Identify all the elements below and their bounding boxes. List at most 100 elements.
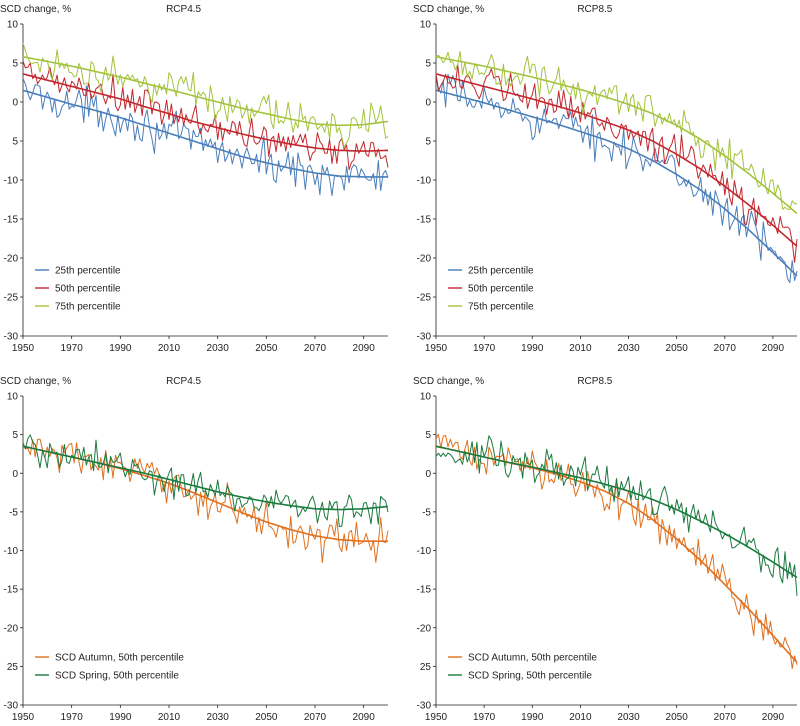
series-trend-line	[22, 445, 389, 511]
series-trend-line	[22, 89, 388, 178]
chart-title: RCP8.5	[577, 4, 612, 15]
x-tick-label: 2070	[304, 712, 327, 723]
x-tick-label: 1970	[61, 712, 84, 723]
x-tick-label: 2090	[762, 712, 785, 723]
y-tick-label: 25	[420, 662, 432, 673]
series-trend-line	[435, 445, 798, 579]
series-trend-line	[435, 73, 798, 247]
legend-label: SCD Autumn, 50th percentile	[468, 653, 597, 664]
y-tick-label: -25	[4, 293, 19, 304]
x-tick-label: 2030	[207, 343, 230, 354]
x-tick-label: 1950	[12, 712, 35, 723]
series-annual-line	[435, 435, 798, 597]
y-tick-label: -20	[4, 623, 19, 634]
y-tick-label: 5	[425, 137, 431, 148]
y-axis-label: SCD change, %	[413, 376, 484, 387]
x-tick-label: 2050	[255, 343, 278, 354]
series-trend-line	[435, 56, 798, 215]
y-tick-label: -10	[4, 546, 19, 557]
y-tick-label: 5	[12, 137, 18, 148]
x-tick-label: 1950	[425, 712, 448, 723]
y-tick-label: -30	[4, 332, 19, 343]
y-tick-label: -10	[4, 176, 19, 187]
y-tick-label: -5	[9, 507, 18, 518]
y-axis-label: SCD change, %	[413, 4, 484, 15]
x-tick-label: 2010	[569, 712, 592, 723]
x-tick-label: 2030	[617, 712, 640, 723]
legend-label: SCD Spring, 50th percentile	[468, 671, 592, 682]
legend-label: SCD Spring, 50th percentile	[55, 671, 179, 682]
x-tick-label: 1990	[521, 712, 544, 723]
y-tick-label: -20	[417, 623, 432, 634]
legend-label: SCD Autumn, 50th percentile	[55, 653, 184, 664]
y-tick-label: 0	[425, 469, 431, 480]
x-tick-label: 2030	[207, 712, 230, 723]
series-annual-line	[22, 60, 389, 171]
x-tick-label: 1950	[12, 343, 35, 354]
legend-label: 50th percentile	[55, 284, 121, 295]
x-tick-label: 2050	[666, 343, 689, 354]
legend-label: 50th percentile	[468, 284, 534, 295]
series-annual-line	[22, 78, 389, 197]
chart-title: RCP8.5	[577, 376, 612, 387]
y-tick-label: -10	[417, 546, 432, 557]
x-tick-label: 2010	[569, 343, 592, 354]
y-tick-label: 5	[12, 59, 18, 70]
y-tick-label: -15	[417, 215, 432, 226]
series-annual-line	[435, 73, 798, 284]
x-tick-label: 1970	[61, 343, 84, 354]
x-tick-label: 2070	[304, 343, 327, 354]
y-tick-label: -15	[4, 585, 19, 596]
legend-label: 25th percentile	[468, 266, 534, 277]
y-axis-label: SCD change, %	[0, 4, 71, 15]
x-tick-label: 2050	[666, 712, 689, 723]
x-tick-label: 2010	[158, 343, 181, 354]
series-annual-line	[22, 42, 389, 148]
x-tick-label: 2070	[714, 712, 737, 723]
x-tick-label: 1990	[109, 343, 132, 354]
y-tick-label: -30	[417, 332, 432, 343]
y-tick-label: -30	[4, 701, 19, 712]
x-tick-label: 1990	[521, 343, 544, 354]
y-tick-label: 10	[420, 392, 432, 403]
series-trend-line	[22, 56, 389, 127]
y-tick-label: 5	[425, 430, 431, 441]
y-tick-label: 10	[420, 20, 432, 31]
series-trend-line	[22, 73, 388, 152]
x-tick-label: 1970	[473, 712, 496, 723]
series-annual-line	[22, 434, 389, 528]
x-tick-label: 2090	[353, 712, 376, 723]
y-tick-label: -25	[417, 293, 432, 304]
legend-label: 75th percentile	[468, 302, 534, 313]
y-tick-label: 25	[7, 662, 19, 673]
y-tick-label: -20	[417, 254, 432, 265]
x-tick-label: 1950	[425, 343, 448, 354]
y-tick-label: 5	[425, 59, 431, 70]
x-tick-label: 1970	[473, 343, 496, 354]
y-tick-label: 0	[12, 98, 18, 109]
x-tick-label: 2030	[617, 343, 640, 354]
y-tick-label: -15	[417, 585, 432, 596]
x-tick-label: 2090	[762, 343, 785, 354]
y-tick-label: 10	[7, 392, 19, 403]
series-annual-line	[435, 64, 798, 263]
y-tick-label: -20	[4, 254, 19, 265]
y-tick-label: 10	[7, 20, 19, 31]
y-tick-label: -30	[417, 701, 432, 712]
y-tick-label: 5	[12, 430, 18, 441]
series-trend-line	[435, 89, 798, 277]
x-tick-label: 2050	[255, 712, 278, 723]
x-tick-label: 1990	[109, 712, 132, 723]
series-annual-line	[435, 50, 797, 210]
y-tick-label: -5	[422, 507, 431, 518]
x-tick-label: 2090	[353, 343, 376, 354]
y-tick-label: 0	[425, 98, 431, 109]
x-tick-label: 2010	[158, 712, 181, 723]
y-axis-label: SCD change, %	[0, 376, 71, 387]
x-tick-label: 2070	[714, 343, 737, 354]
